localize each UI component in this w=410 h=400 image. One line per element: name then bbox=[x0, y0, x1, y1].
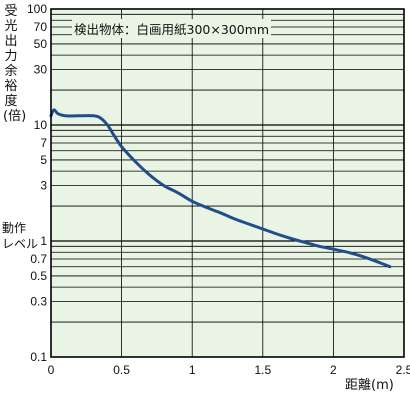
series-line bbox=[49, 108, 392, 269]
x-axis-title: 距離(m) bbox=[345, 378, 394, 393]
y-tick-label: 1 bbox=[40, 234, 47, 248]
plot-area bbox=[51, 9, 404, 357]
y-axis-title: 受光出力余裕度(倍) bbox=[3, 4, 27, 124]
x-tick-label: 1 bbox=[189, 363, 196, 377]
y-tick-label: 30 bbox=[34, 63, 48, 77]
x-tick-label: 2 bbox=[330, 363, 337, 377]
plot-border bbox=[50, 8, 405, 358]
annotation-text: 検出物体：白画用紙300×300mm bbox=[72, 19, 272, 38]
operation-level-label: 動作 レベル bbox=[2, 220, 46, 252]
y-tick-label: 10 bbox=[34, 118, 48, 132]
y-tick-label: 3 bbox=[40, 179, 47, 193]
y-tick-label: 0.5 bbox=[30, 269, 47, 283]
y-tick-labels: 0.1 0.3 0.5 0.7 1 3 5 7 10 30 50 70 100 bbox=[27, 2, 47, 364]
y-tick-label: 70 bbox=[34, 20, 48, 34]
x-tick-label: 1.5 bbox=[254, 363, 271, 377]
y-tick-label: 0.3 bbox=[30, 295, 47, 309]
operation-level-label-line2: レベル bbox=[2, 237, 39, 251]
x-tick-label: 2.5 bbox=[396, 363, 410, 377]
y-tick-label: 50 bbox=[34, 37, 48, 51]
x-tick-label: 0 bbox=[48, 363, 55, 377]
operation-level-label-line1: 動作 bbox=[2, 221, 27, 235]
y-tick-label: 100 bbox=[27, 2, 47, 16]
y-tick-label: 0.7 bbox=[30, 252, 47, 266]
series-lines bbox=[49, 108, 392, 269]
y-tick-label: 5 bbox=[40, 153, 47, 167]
y-tick-label: 0.1 bbox=[30, 350, 47, 364]
x-tick-label: 0.5 bbox=[113, 363, 130, 377]
x-tick-labels: 0 0.5 1 1.5 2 2.5 bbox=[48, 363, 410, 377]
y-tick-label: 7 bbox=[40, 136, 47, 150]
